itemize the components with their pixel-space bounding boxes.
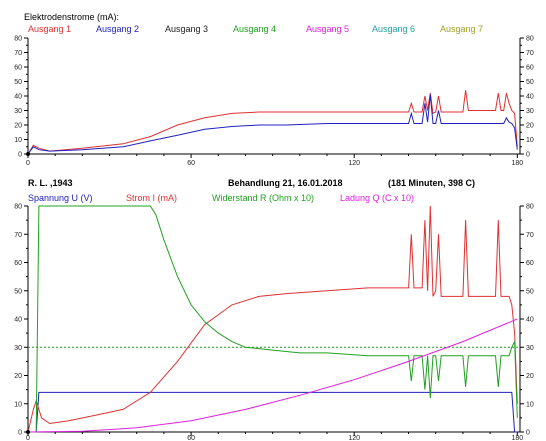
legend-entry: Spannung U (V) [28,193,93,203]
y-tick-label-left: 30 [14,345,22,352]
summary-label: (181 Minuten, 398 C) [388,178,475,188]
series-line-spannung-u-v [28,391,518,433]
y-tick-label-right: 10 [526,401,534,408]
y-tick-label-left: 80 [14,36,22,43]
legend-entry: Ausgang 6 [372,24,415,34]
y-tick-label-left: 30 [14,108,22,115]
y-tick-label-right: 50 [526,79,534,86]
y-tick-label-left: 60 [14,260,22,267]
y-tick-label-left: 10 [14,401,22,408]
series-line-widerstand-r-ohm-x-10 [28,205,518,433]
legend-entry: Strom I (mA) [126,193,177,203]
y-tick-label-left: 70 [14,50,22,57]
x-tick-label: 120 [348,160,360,167]
y-tick-label-left: 40 [14,94,22,101]
x-tick-label: 60 [187,435,195,441]
x-tick-label: 120 [348,435,360,441]
y-tick-label-left: 60 [14,65,22,72]
y-tick-label-left: 80 [14,204,22,211]
y-tick-label-right: 10 [526,137,534,144]
legend-entry: Ausgang 5 [306,24,349,34]
treatment-label: Behandlung 21, 16.01.2018 [228,178,343,188]
series-line-ladung-q-c-x-10 [27,318,518,433]
legend-entry: Ausgang 3 [165,24,208,34]
y-tick-label-right: 50 [526,288,534,295]
x-tick-label: 180 [511,160,523,167]
y-tick-label-left: 20 [14,373,22,380]
y-tick-label-left: 10 [14,137,22,144]
series-line-ausgang-1 [27,90,518,155]
chart-title: Elektrodenstrome (mA): [24,12,119,22]
x-tick-label: 180 [511,435,523,441]
legend-entry: Widerstand R (Ohm x 10) [212,193,314,203]
legend-entry: Ausgang 2 [96,24,139,34]
origin-marker [26,430,30,434]
y-tick-label-right: 70 [526,50,534,57]
origin-marker [26,152,30,156]
y-tick-label-left: 50 [14,288,22,295]
x-tick-label: 0 [26,160,30,167]
x-tick-label: 0 [26,435,30,441]
y-tick-label-right: 0 [526,430,530,437]
x-tick-label: 60 [187,160,195,167]
legend-entry: Ausgang 4 [233,24,276,34]
series-line-ausgang-2 [27,94,518,155]
y-tick-label-right: 40 [526,94,534,101]
y-tick-label-left: 70 [14,232,22,239]
y-tick-label-right: 20 [526,373,534,380]
y-tick-label-left: 50 [14,79,22,86]
y-tick-label-right: 0 [526,152,530,159]
y-tick-label-left: 0 [18,152,22,159]
y-tick-label-left: 20 [14,123,22,130]
y-tick-label-right: 80 [526,204,534,211]
series-line-strom-i-ma [27,205,518,433]
y-tick-label-right: 70 [526,232,534,239]
y-tick-label-right: 60 [526,65,534,72]
y-tick-label-left: 0 [18,430,22,437]
y-tick-label-right: 40 [526,317,534,324]
y-tick-label-left: 40 [14,317,22,324]
y-tick-label-right: 80 [526,36,534,43]
y-tick-label-right: 30 [526,108,534,115]
patient-label: R. L. ,1943 [28,178,73,188]
y-tick-label-right: 30 [526,345,534,352]
legend-entry: Ausgang 7 [440,24,483,34]
y-tick-label-right: 20 [526,123,534,130]
legend-entry: Ausgang 1 [28,24,71,34]
legend-entry: Ladung Q (C x 10) [340,193,414,203]
y-tick-label-right: 60 [526,260,534,267]
